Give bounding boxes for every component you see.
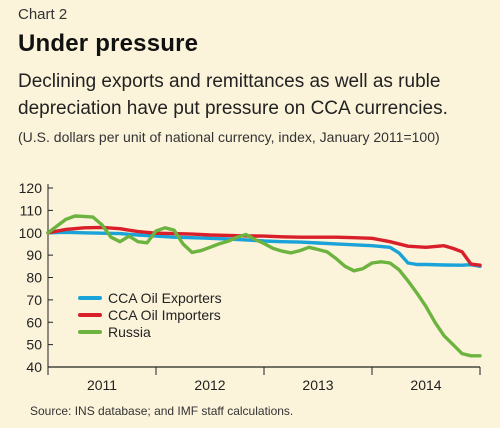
chart-number: Chart 2 [18, 6, 68, 23]
y-tick-label: 100 [19, 225, 43, 241]
series-line-cca-oil-exporters [46, 230, 482, 268]
y-tick-label: 80 [26, 270, 42, 286]
series-line-cca-oil-importers [46, 225, 482, 267]
chart-subtitle: Declining exports and remittances as wel… [18, 71, 448, 119]
y-tick-label: 50 [26, 337, 42, 353]
x-tick-label: 2013 [302, 377, 333, 393]
y-tick-label: 60 [26, 314, 42, 330]
units-note: (U.S. dollars per unit of national curre… [18, 129, 440, 145]
legend-label-cca-oil-importers: CCA Oil Importers [108, 307, 221, 323]
y-tick-label: 110 [20, 202, 43, 218]
axes: 40 50 60 70 80 90 100 110 120 2011 2012 2013 2014 [19, 180, 481, 393]
legend-label-cca-oil-exporters: CCA Oil Exporters [108, 290, 222, 306]
y-tick-label: 40 [26, 359, 42, 375]
y-tick-label: 70 [26, 292, 42, 308]
x-tick-label: 2014 [410, 377, 441, 393]
series-lines [46, 214, 482, 358]
legend-label-russia: Russia [108, 324, 151, 340]
chart-title: Under pressure [18, 30, 199, 57]
source-note: Source: INS database; and IMF staff calc… [30, 404, 294, 418]
y-tick-label: 120 [19, 180, 43, 196]
x-tick-label: 2012 [194, 377, 225, 393]
y-tick-label: 90 [26, 247, 42, 263]
series-line-russia [46, 214, 482, 358]
x-tick-label: 2011 [87, 377, 117, 393]
